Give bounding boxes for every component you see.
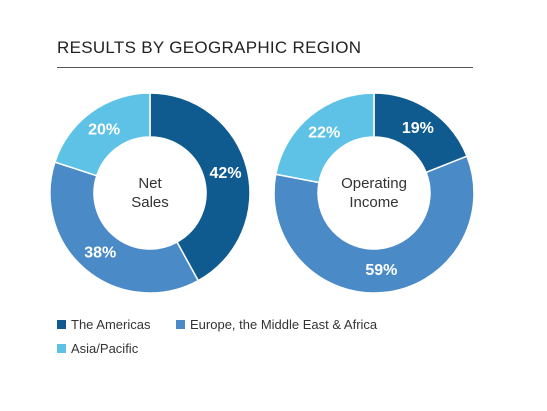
center-label-line: Operating bbox=[341, 175, 407, 192]
legend-swatch-asia-pacific bbox=[57, 344, 66, 353]
legend-label-emea: Europe, the Middle East & Africa bbox=[190, 317, 378, 332]
page-title: RESULTS BY GEOGRAPHIC REGION bbox=[57, 38, 362, 57]
donut-chart-net-sales: 42% 38% 20% Net Sales bbox=[49, 92, 251, 294]
slice-americas bbox=[149, 92, 251, 282]
slice-label-emea: 38% bbox=[84, 245, 116, 262]
slice-asia-pacific bbox=[274, 92, 375, 184]
slice-label-americas: 19% bbox=[402, 120, 434, 137]
slice-emea bbox=[49, 161, 200, 294]
legend-label-americas: The Americas bbox=[71, 317, 151, 332]
donut-chart-operating-income: 19% 59% 22% Operating Income bbox=[273, 92, 475, 294]
title-divider bbox=[57, 67, 473, 68]
center-label-line: Net bbox=[138, 175, 162, 192]
slice-emea bbox=[273, 155, 475, 294]
slice-label-emea: 59% bbox=[365, 262, 397, 279]
legend-label-asia-pacific: Asia/Pacific bbox=[71, 341, 139, 356]
legend-item-asia-pacific: Asia/Pacific bbox=[57, 341, 138, 356]
legend-swatch-americas bbox=[57, 320, 66, 329]
legend-swatch-emea bbox=[176, 320, 185, 329]
slice-label-asia-pacific: 22% bbox=[308, 124, 340, 141]
slice-label-americas: 42% bbox=[210, 165, 242, 182]
legend-item-emea: Europe, the Middle East & Africa bbox=[176, 317, 377, 332]
slice-asia-pacific bbox=[53, 92, 151, 177]
legend-item-americas: The Americas bbox=[57, 317, 150, 332]
center-label-line: Sales bbox=[131, 194, 169, 211]
slice-label-asia-pacific: 20% bbox=[88, 121, 120, 138]
center-label-line: Income bbox=[349, 194, 398, 211]
